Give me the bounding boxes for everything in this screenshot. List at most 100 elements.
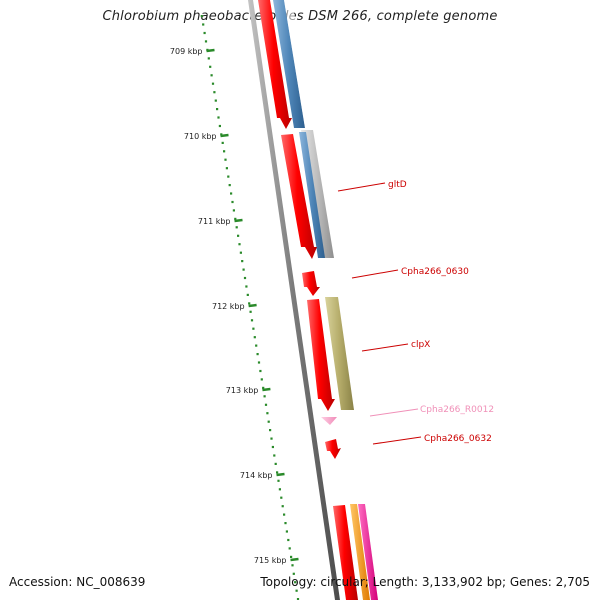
ruler-dot bbox=[276, 471, 279, 474]
feature-orange-1 bbox=[350, 504, 370, 600]
ruler-tick-label: 711 kbp bbox=[198, 217, 231, 226]
ruler-dot bbox=[291, 564, 294, 567]
gene-label-line bbox=[361, 343, 409, 352]
ruler-dot bbox=[270, 437, 273, 440]
ruler-dot bbox=[259, 369, 262, 373]
ruler-dot bbox=[239, 251, 242, 254]
feature-blue-1 bbox=[273, 0, 305, 128]
ruler-dot bbox=[285, 530, 288, 533]
ruler-dot bbox=[243, 276, 247, 280]
gene-label-line bbox=[337, 182, 386, 192]
ruler-dot bbox=[253, 336, 256, 339]
gene-label: clpX bbox=[411, 340, 430, 350]
ruler-dot bbox=[203, 31, 206, 35]
ruler-dot bbox=[218, 124, 221, 128]
ruler-major-ticks: 709 kbp 710 kbp 711 kbp 712 kbp 713 kbp 714 k… bbox=[170, 47, 299, 565]
accession-text: Accession: NC_008639 bbox=[9, 575, 146, 589]
gene-label: Cpha266_R0012 bbox=[420, 405, 494, 415]
ruler-dot bbox=[283, 513, 286, 516]
ruler-dot bbox=[241, 260, 244, 263]
ruler-dot bbox=[294, 581, 297, 584]
gene-label-group: gltD Cpha266_0630 clpX Cpha266_R0012 Cph… bbox=[337, 180, 494, 445]
ruler-dot bbox=[273, 454, 276, 457]
ruler-tick-label: 710 kbp bbox=[184, 132, 217, 141]
ruler-dot bbox=[211, 82, 215, 85]
ruler-dot bbox=[271, 445, 274, 449]
ruler-tick-label: 712 kbp bbox=[212, 302, 245, 311]
genome-backbone bbox=[248, 0, 340, 600]
ruler-dot bbox=[204, 40, 208, 43]
ruler-dot bbox=[260, 378, 263, 381]
ruler-dot bbox=[228, 184, 231, 187]
ruler-dot bbox=[214, 99, 217, 102]
ruler-dot bbox=[287, 538, 290, 542]
ruler-dot bbox=[224, 158, 227, 161]
map-title: Chlorobium phaeobacteroides DSM 266, com… bbox=[102, 9, 498, 24]
cds-arrow-gltD bbox=[281, 134, 317, 259]
feature-magenta-1 bbox=[358, 504, 378, 600]
ruler-dot bbox=[256, 353, 259, 356]
ruler-dot bbox=[217, 116, 220, 119]
cds-arrow-clpX bbox=[307, 299, 335, 411]
ruler-dot bbox=[238, 243, 241, 246]
ruler-dot bbox=[249, 310, 252, 313]
ruler-dot bbox=[284, 522, 287, 525]
feature-khaki-1 bbox=[325, 297, 354, 410]
ruler-dot bbox=[295, 589, 298, 592]
ruler-dot bbox=[245, 285, 248, 288]
cds-arrow-Cpha266_0630 bbox=[302, 271, 320, 296]
ruler-dot bbox=[200, 15, 203, 18]
ruler-dot bbox=[209, 65, 212, 68]
ruler-tick-label: 714 kbp bbox=[240, 471, 273, 480]
ruler-dot bbox=[262, 386, 265, 389]
ruler-dot bbox=[255, 344, 258, 347]
ruler-dot bbox=[263, 395, 266, 398]
ruler-dot bbox=[296, 598, 300, 600]
gene-label-line bbox=[372, 436, 422, 445]
ruler-major-tick bbox=[248, 303, 257, 308]
ruler-dot bbox=[202, 23, 205, 26]
ruler-dot bbox=[277, 479, 280, 482]
feature-blue-2 bbox=[299, 132, 325, 258]
ruler-dot bbox=[216, 108, 219, 111]
ruler-major-tick bbox=[234, 218, 243, 223]
cds-arrow-Cpha266_0632 bbox=[325, 439, 341, 459]
ruler-major-tick bbox=[206, 48, 215, 53]
ruler-dot bbox=[266, 412, 269, 415]
gene-label-line bbox=[369, 408, 419, 417]
ruler-dot bbox=[232, 209, 235, 212]
ruler-dot bbox=[290, 555, 293, 558]
ruler-major-tick bbox=[276, 472, 285, 477]
trna-Cpha266_R0012 bbox=[321, 417, 337, 425]
ruler-dot bbox=[267, 420, 270, 423]
ruler-dot bbox=[269, 429, 272, 432]
genome-summary-text: Topology: circular; Length: 3,133,902 bp… bbox=[260, 575, 590, 589]
ruler-minor-ticks bbox=[200, 15, 300, 600]
feature-blue-white-edge bbox=[284, 0, 313, 128]
gene-label: Cpha266_0632 bbox=[424, 434, 492, 444]
ruler-tick-label: 709 kbp bbox=[170, 47, 203, 56]
ruler-dot bbox=[288, 547, 291, 550]
gene-label-line bbox=[351, 269, 399, 279]
ruler-dot bbox=[264, 403, 268, 406]
ruler-dot bbox=[274, 462, 277, 465]
ruler-dot bbox=[210, 74, 213, 77]
cds-arrow-1 bbox=[258, 0, 292, 129]
ruler-dot bbox=[221, 141, 224, 144]
ruler-dot bbox=[242, 268, 245, 271]
ruler-tick-label: 713 kbp bbox=[226, 386, 259, 395]
ruler-dot bbox=[231, 200, 234, 204]
ruler-dot bbox=[225, 167, 228, 170]
ruler-dot bbox=[227, 175, 230, 178]
ruler-dot bbox=[278, 488, 281, 491]
ruler-dot bbox=[234, 217, 237, 220]
ruler-dot bbox=[252, 327, 255, 330]
ruler-dot bbox=[213, 91, 216, 94]
ruler-major-tick bbox=[262, 387, 271, 392]
ruler-major-tick bbox=[220, 133, 229, 138]
ruler-dot bbox=[237, 234, 240, 237]
ruler-dot bbox=[235, 226, 238, 229]
ruler-dot bbox=[257, 361, 261, 364]
ruler-dot bbox=[280, 496, 283, 499]
